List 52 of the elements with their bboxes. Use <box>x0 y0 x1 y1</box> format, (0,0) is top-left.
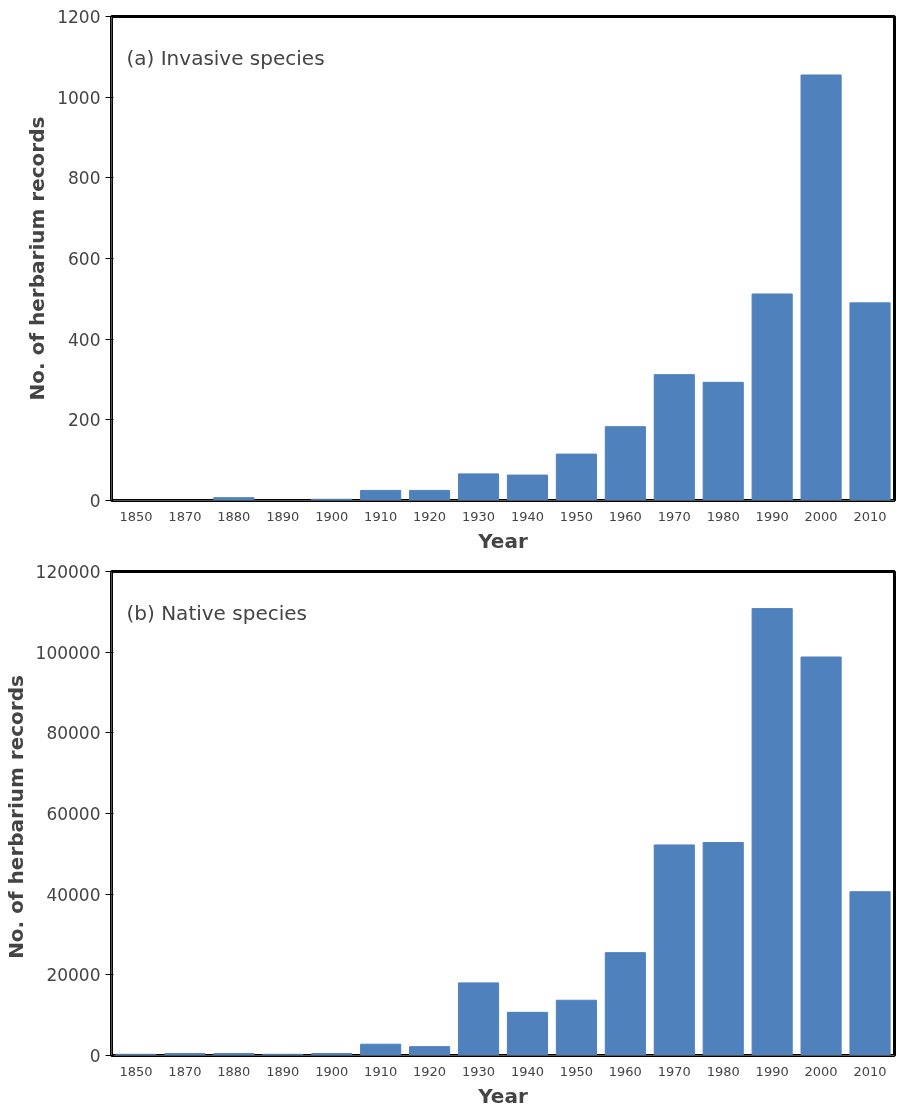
x-tick-label: 2000 <box>804 508 838 524</box>
y-tick-label: 40000 <box>46 884 101 905</box>
x-tick-label: 1950 <box>559 1063 593 1079</box>
x-tick-label: 1930 <box>461 508 496 524</box>
y-tick-label: 0 <box>89 1046 101 1066</box>
y-tick-label: 80000 <box>46 723 101 744</box>
x-tick-label: 1930 <box>461 1063 496 1079</box>
y-tick-label: 600 <box>68 249 101 269</box>
x-tick-label: 1970 <box>657 1063 691 1079</box>
x-tick-label: 1990 <box>755 508 789 524</box>
y-tick-label: 0 <box>89 491 101 511</box>
y-tick-label: 800 <box>68 168 101 189</box>
y-axis-title: No. of herbarium records <box>25 116 50 401</box>
x-tick-label: 1940 <box>510 508 545 524</box>
x-tick-label: 1850 <box>119 1063 153 1079</box>
x-tick-label: 1900 <box>315 1063 349 1079</box>
x-tick-label: 1880 <box>217 1063 251 1079</box>
x-tick-label: 1980 <box>706 508 740 524</box>
x-axis-title: Year <box>477 528 528 553</box>
y-tick-label: 20000 <box>46 965 101 986</box>
x-tick-label: 1980 <box>706 1063 740 1079</box>
y-tick-label: 400 <box>68 329 101 350</box>
x-tick-label: 1900 <box>315 508 349 524</box>
text: (b) Native species <box>126 600 307 625</box>
x-tick-label: 1920 <box>413 1063 447 1079</box>
x-tick-label: 1880 <box>217 508 251 524</box>
x-tick-label: 2010 <box>853 508 887 524</box>
x-tick-label: 1910 <box>364 508 398 524</box>
y-tick-label: 60000 <box>46 804 101 824</box>
x-tick-label: 1940 <box>510 1063 545 1079</box>
x-tick-label: 1990 <box>755 1063 789 1079</box>
y-tick-label: 120000 <box>35 562 101 582</box>
x-tick-label: 1910 <box>364 1063 398 1079</box>
y-axis-title: No. of herbarium records <box>3 675 28 959</box>
x-tick-label: 1890 <box>266 508 300 524</box>
x-tick-label: 1870 <box>168 508 202 524</box>
x-tick-label: 1960 <box>608 508 642 524</box>
x-tick-label: 2010 <box>853 1063 887 1079</box>
text: (a) Invasive species <box>126 45 325 70</box>
x-axis-title: Year <box>477 1083 528 1108</box>
x-tick-label: 1970 <box>657 508 691 524</box>
y-tick-label: 200 <box>68 410 101 431</box>
x-tick-label: 1850 <box>119 508 153 524</box>
y-tick-label: 1000 <box>57 87 101 108</box>
y-tick-label: 1200 <box>57 7 101 27</box>
x-tick-label: 1890 <box>266 1063 300 1079</box>
x-tick-label: 1950 <box>559 508 593 524</box>
x-tick-label: 1960 <box>608 1063 642 1079</box>
x-tick-label: 2000 <box>804 1063 838 1079</box>
x-tick-label: 1920 <box>413 508 447 524</box>
y-tick-label: 100000 <box>35 642 101 663</box>
x-tick-label: 1870 <box>168 1063 202 1079</box>
